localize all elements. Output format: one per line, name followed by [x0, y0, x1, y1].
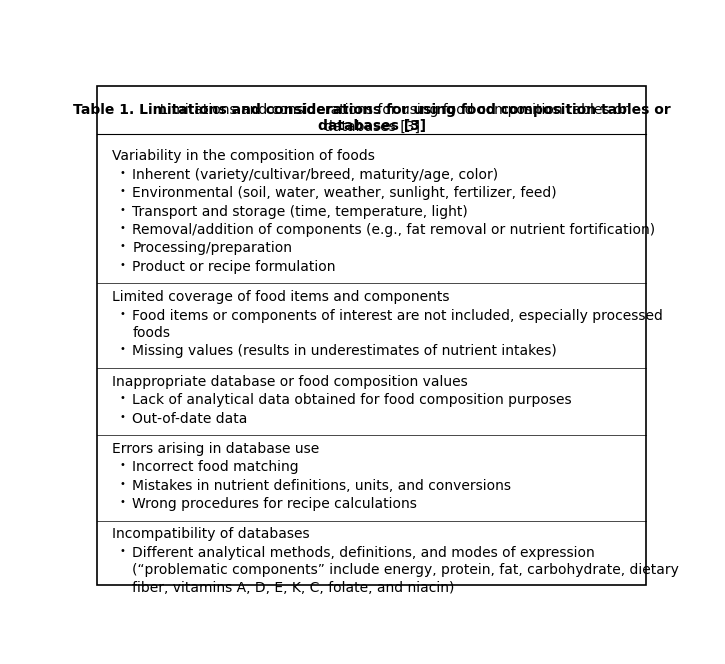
Text: Out-of-date data: Out-of-date data [132, 412, 247, 426]
Text: •: • [120, 345, 125, 355]
Text: •: • [120, 223, 125, 233]
Text: Missing values (results in underestimates of nutrient intakes): Missing values (results in underestimate… [132, 345, 557, 359]
Text: •: • [120, 412, 125, 422]
Text: Limited coverage of food items and components: Limited coverage of food items and compo… [112, 290, 449, 304]
Text: •: • [120, 309, 125, 319]
Text: Removal/addition of components (e.g., fat removal or nutrient fortification): Removal/addition of components (e.g., fa… [132, 223, 655, 237]
Text: Transport and storage (time, temperature, light): Transport and storage (time, temperature… [132, 205, 468, 218]
Text: foods: foods [132, 326, 170, 340]
Text: Processing/preparation: Processing/preparation [132, 242, 292, 256]
Text: Errors arising in database use: Errors arising in database use [112, 442, 319, 456]
Text: •: • [120, 205, 125, 214]
Text: Food items or components of interest are not included, especially processed: Food items or components of interest are… [132, 309, 663, 323]
Text: •: • [120, 242, 125, 252]
Text: (“problematic components” include energy, protein, fat, carbohydrate, dietary: (“problematic components” include energy… [132, 563, 679, 577]
Text: Variability in the composition of foods: Variability in the composition of foods [112, 149, 375, 163]
Text: fiber, vitamins A, D, E, K, C, folate, and niacin): fiber, vitamins A, D, E, K, C, folate, a… [132, 581, 455, 595]
Text: Different analytical methods, definitions, and modes of expression: Different analytical methods, definition… [132, 546, 595, 560]
Text: Inherent (variety/cultivar/breed, maturity/age, color): Inherent (variety/cultivar/breed, maturi… [132, 168, 498, 182]
Text: •: • [120, 186, 125, 196]
Text: Limitations and considerations for using food composition tables or
databases [3: Limitations and considerations for using… [115, 103, 628, 133]
Text: •: • [120, 393, 125, 403]
Text: •: • [120, 546, 125, 556]
Text: •: • [120, 479, 125, 489]
Text: Inappropriate database or food composition values: Inappropriate database or food compositi… [112, 374, 468, 388]
Text: •: • [120, 460, 125, 470]
Text: •: • [120, 497, 125, 507]
Text: •: • [120, 168, 125, 178]
Text: Incompatibility of databases: Incompatibility of databases [112, 527, 310, 541]
Text: Incorrect food matching: Incorrect food matching [132, 460, 299, 474]
Text: Product or recipe formulation: Product or recipe formulation [132, 260, 336, 274]
Text: Wrong procedures for recipe calculations: Wrong procedures for recipe calculations [132, 497, 417, 511]
Text: •: • [120, 260, 125, 270]
Text: Mistakes in nutrient definitions, units, and conversions: Mistakes in nutrient definitions, units,… [132, 479, 511, 493]
Text: Table 1. Limitations and considerations for using food composition tables or
dat: Table 1. Limitations and considerations … [72, 103, 671, 133]
Text: Lack of analytical data obtained for food composition purposes: Lack of analytical data obtained for foo… [132, 393, 572, 407]
Text: Environmental (soil, water, weather, sunlight, fertilizer, feed): Environmental (soil, water, weather, sun… [132, 186, 557, 200]
